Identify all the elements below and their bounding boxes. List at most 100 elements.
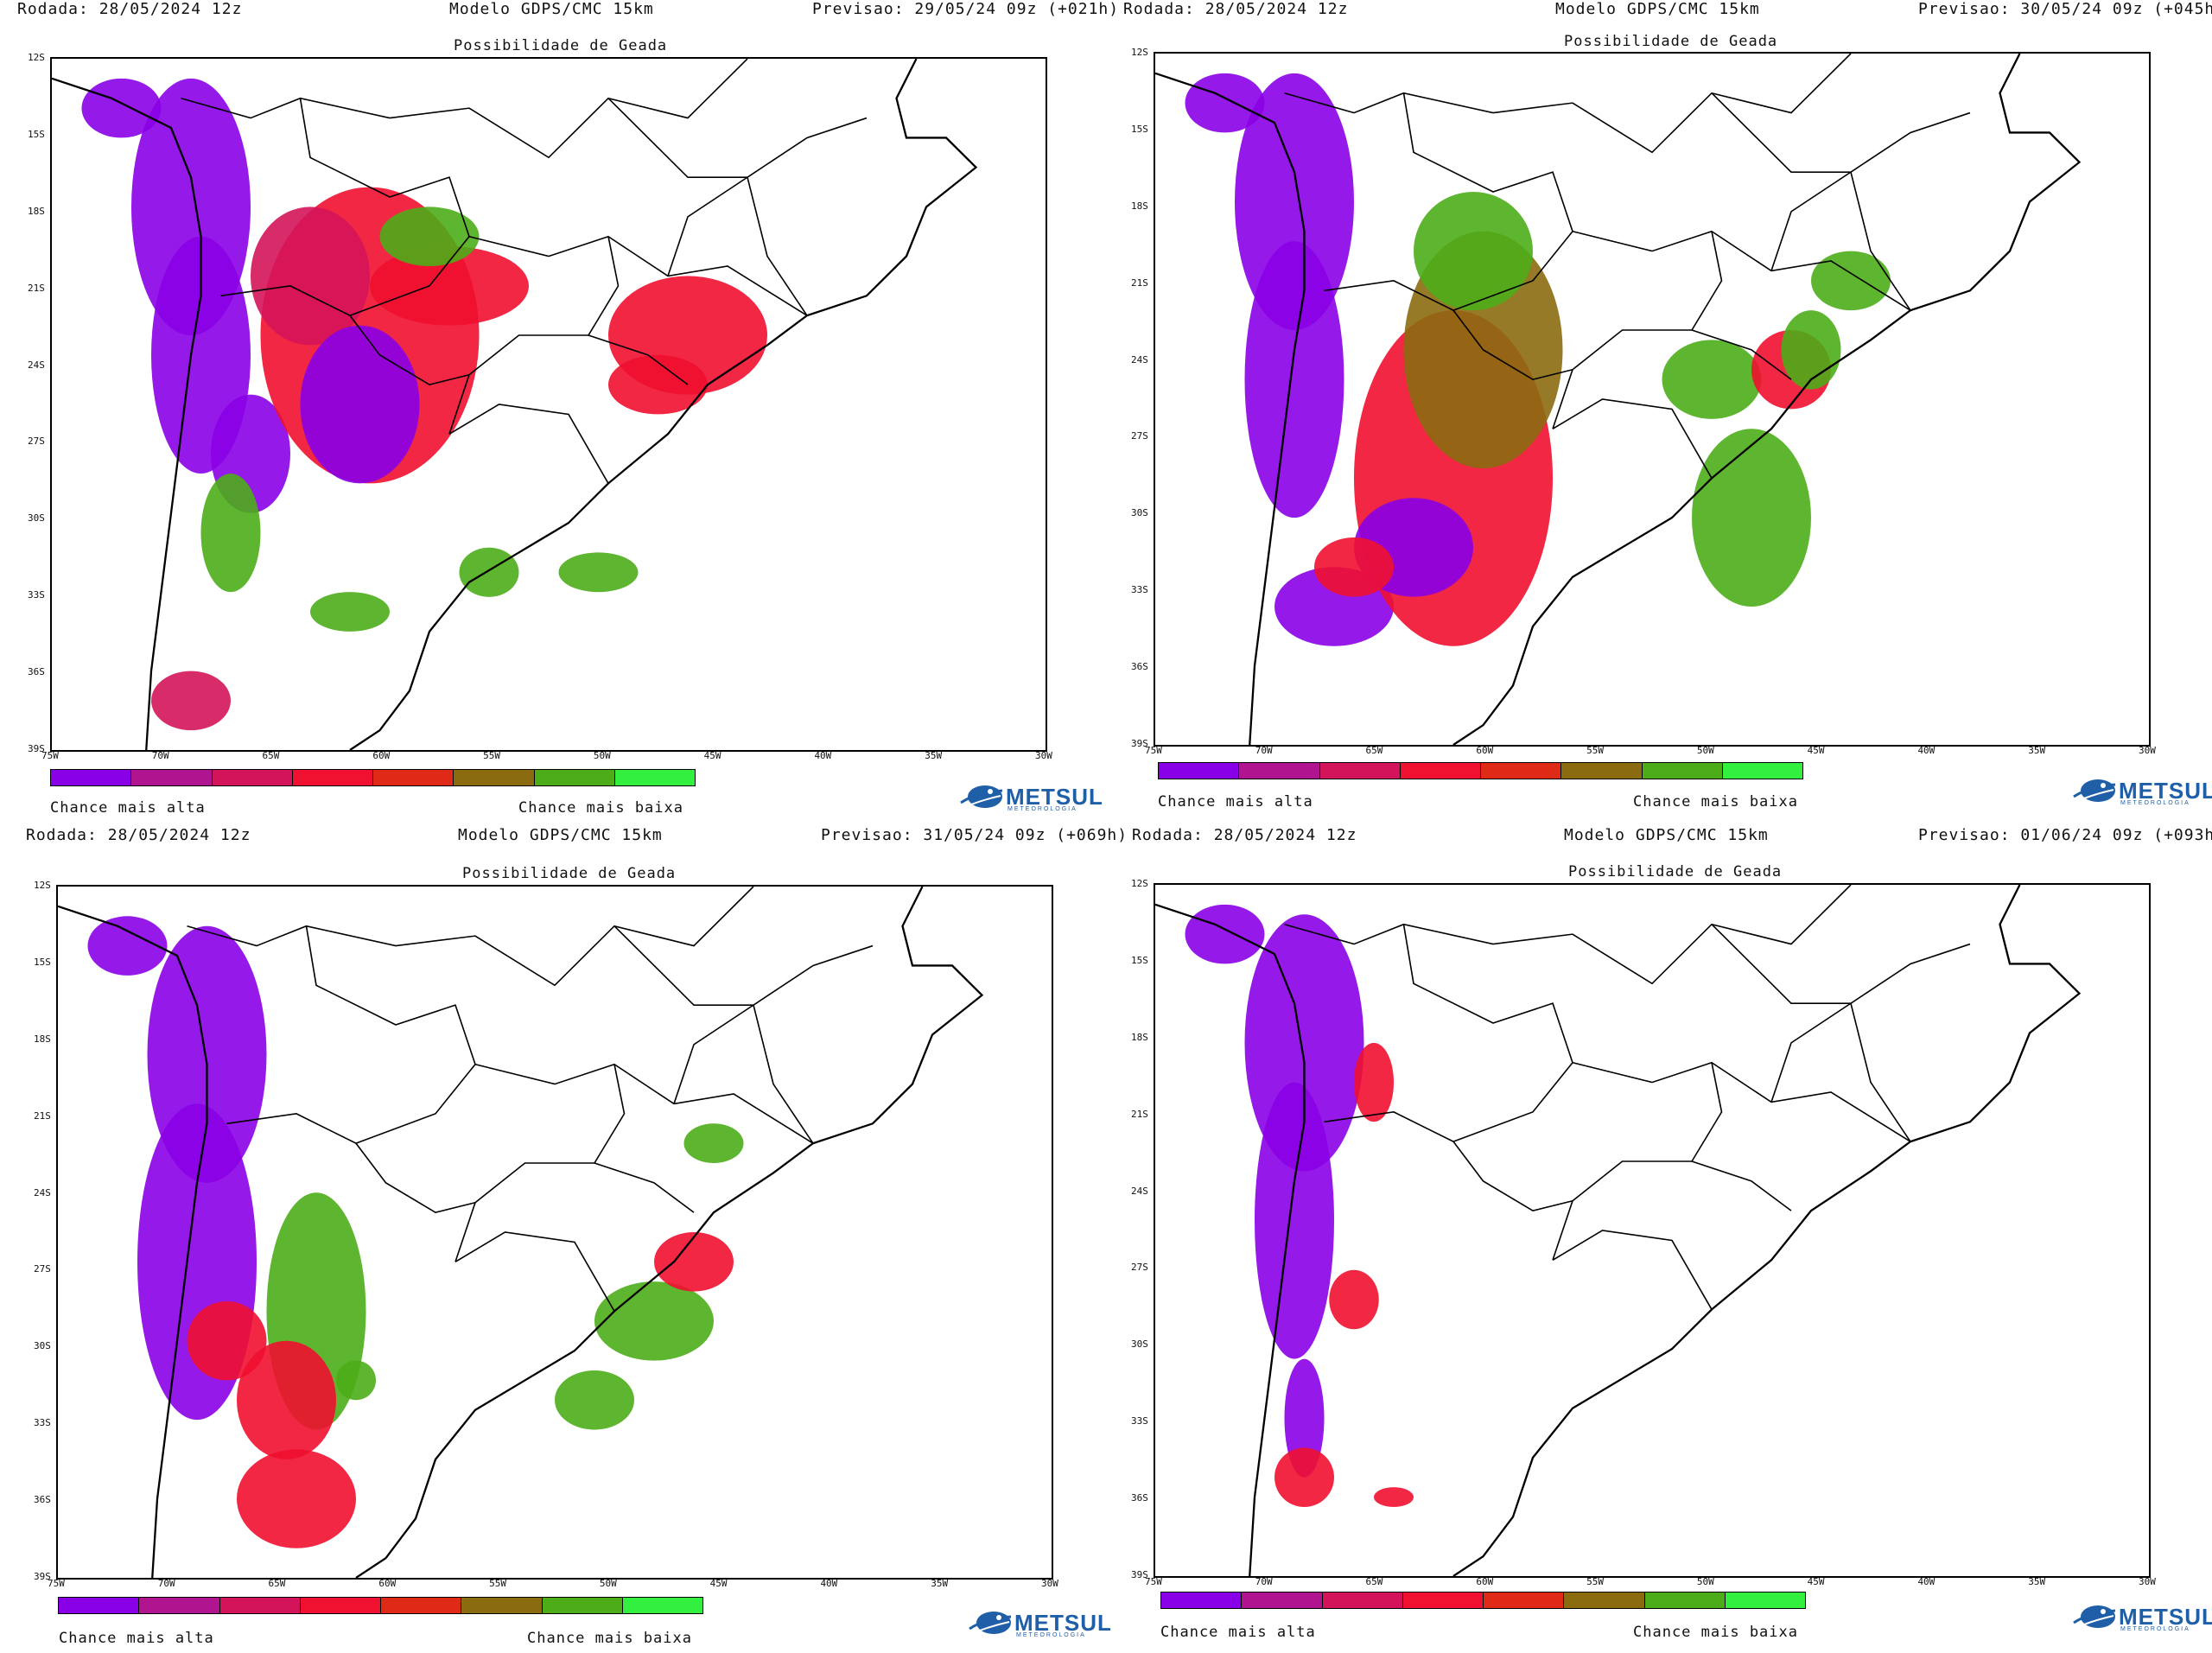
forecast-time-label: Previsao: 29/05/24 09z (+021h) — [812, 0, 1120, 18]
logo-tagline: METEOROLOGIA — [2120, 800, 2190, 806]
country-border — [474, 1063, 814, 1144]
lat-tick-label: 36S — [1131, 661, 1148, 673]
lon-tick-label: 50W — [599, 1578, 617, 1589]
legend-low-label: Chance mais baixa — [518, 799, 683, 817]
color-scale-swatch — [1322, 1593, 1403, 1608]
lon-tick-label: 55W — [1586, 745, 1604, 756]
lon-tick-label: 35W — [931, 1578, 949, 1589]
logo-tagline: METEOROLOGIA — [1007, 806, 1077, 812]
legend-high-label: Chance mais alta — [1158, 793, 1313, 811]
country-border — [1324, 924, 1573, 1143]
lon-tick-label: 40W — [1917, 745, 1936, 756]
color-scale-swatch — [461, 1598, 543, 1613]
map-subtitle: Possibilidade de Geada — [1564, 33, 1778, 50]
model-label: Modelo GDPS/CMC 15km — [1555, 0, 1760, 18]
color-scale-swatch — [51, 770, 132, 785]
country-border — [1572, 230, 1911, 311]
color-scale-swatch — [1564, 1593, 1645, 1608]
map-canvas — [1155, 54, 2082, 745]
color-scale-swatch — [454, 770, 535, 785]
frost-area — [370, 246, 529, 326]
country-border — [1552, 231, 1723, 429]
forecast-panel-4: Rodada: 28/05/2024 12z Modelo GDPS/CMC 1… — [1106, 826, 2212, 1652]
lat-tick-label: 15S — [34, 956, 51, 968]
country-border — [673, 1004, 754, 1104]
lat-tick-label: 21S — [1131, 277, 1148, 289]
lon-tick-label: 40W — [1917, 1576, 1936, 1587]
country-border — [349, 315, 470, 385]
frost-area — [81, 78, 162, 138]
country-border — [1284, 54, 1852, 154]
country-border — [181, 59, 748, 159]
coastline — [52, 77, 202, 750]
coastline — [1155, 903, 1306, 1576]
lon-tick-label: 60W — [1476, 1576, 1494, 1587]
lat-tick-label: 36S — [28, 666, 45, 678]
lat-tick-label: 21S — [34, 1109, 51, 1122]
color-scale-swatch — [622, 1598, 702, 1613]
lon-tick-label: 60W — [372, 750, 391, 761]
metsul-logo: METSUL METEOROLOGIA — [959, 782, 1103, 813]
lon-tick-label: 60W — [1476, 745, 1494, 756]
frost-area — [1185, 73, 1265, 133]
lat-tick-label: 15S — [1131, 123, 1148, 135]
lat-tick-label: 27S — [1131, 1262, 1148, 1274]
color-scale-swatch — [373, 770, 454, 785]
metsul-logo: METSUL METEOROLOGIA — [968, 1608, 1111, 1639]
lon-tick-label: 70W — [1255, 745, 1273, 756]
lon-tick-label: 75W — [1145, 1576, 1162, 1587]
frost-area — [1374, 1487, 1414, 1507]
frost-area — [1255, 1082, 1334, 1359]
color-scale-swatch — [131, 770, 213, 785]
frost-area — [251, 207, 370, 346]
frost-area — [1244, 241, 1344, 518]
forecast-panel-3: Rodada: 28/05/2024 12z Modelo GDPS/CMC 1… — [0, 826, 1127, 1652]
frost-map — [50, 57, 1047, 752]
lat-tick-label: 27S — [34, 1263, 51, 1275]
color-scale-swatch — [59, 1598, 140, 1613]
frost-area — [237, 1340, 336, 1459]
frost-area — [1185, 904, 1265, 964]
frost-area — [1414, 192, 1533, 311]
frost-map — [1154, 883, 2151, 1578]
country-border — [187, 887, 754, 987]
lon-tick-label: 70W — [1255, 1576, 1273, 1587]
lat-tick-label: 33S — [1131, 1415, 1148, 1427]
country-border — [1452, 1141, 1573, 1211]
color-scale-swatch — [212, 770, 293, 785]
country-border — [1770, 1002, 1852, 1103]
coastline — [355, 887, 984, 1578]
lon-tick-label: 35W — [2028, 745, 2046, 756]
lon-tick-label: 30W — [1041, 1578, 1058, 1589]
lat-tick-label: 39S — [34, 1571, 51, 1582]
map-subtitle: Possibilidade de Geada — [454, 37, 668, 54]
lat-tick-label: 15S — [28, 128, 45, 140]
frost-area — [151, 671, 231, 731]
color-scale-swatch — [1402, 1593, 1484, 1608]
lon-tick-label: 40W — [814, 750, 832, 761]
rodada-label: Rodada: 28/05/2024 12z — [1132, 826, 1357, 844]
color-scale-swatch — [1722, 763, 1802, 779]
frost-area — [459, 547, 519, 597]
legend-low-label: Chance mais baixa — [1633, 793, 1798, 811]
country-border — [1691, 329, 1792, 380]
lat-tick-label: 36S — [1131, 1492, 1148, 1504]
frost-area — [1662, 340, 1762, 419]
globe-icon — [969, 1612, 1012, 1634]
lon-tick-label: 55W — [483, 750, 500, 761]
map-canvas — [58, 887, 984, 1578]
lat-tick-label: 30S — [28, 512, 45, 525]
lon-tick-label: 70W — [157, 1578, 175, 1589]
frost-map — [1154, 52, 2151, 747]
lat-tick-label: 12S — [1131, 47, 1148, 58]
frost-area — [558, 552, 639, 593]
color-scale-swatch — [1644, 1593, 1726, 1608]
lat-tick-label: 30S — [34, 1340, 51, 1352]
legend-high-label: Chance mais alta — [1160, 1624, 1316, 1641]
frost-area — [1811, 251, 1891, 311]
metsul-logo: METSUL METEOROLOGIA — [2072, 776, 2212, 807]
lat-tick-label: 33S — [28, 589, 45, 601]
country-border — [454, 1064, 626, 1262]
country-border — [1711, 924, 1971, 1004]
frost-area — [379, 207, 480, 266]
